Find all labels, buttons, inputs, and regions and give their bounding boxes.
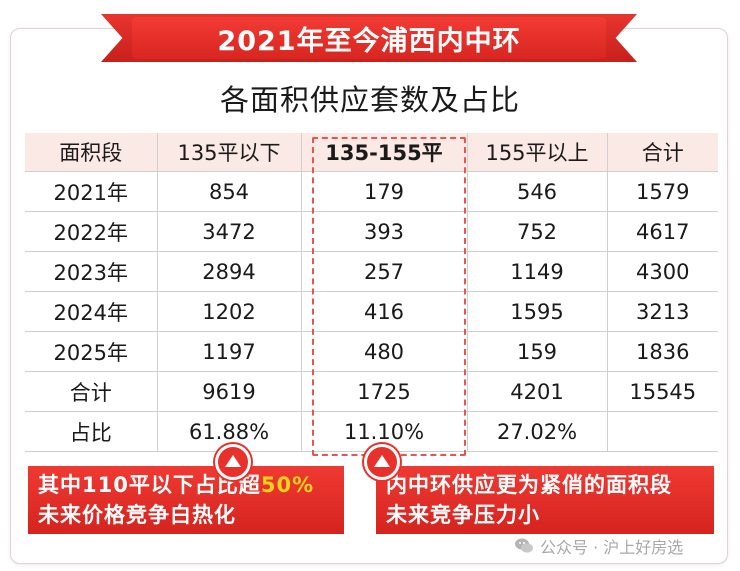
row-label: 2025年	[25, 331, 158, 372]
row-label: 2021年	[25, 171, 158, 212]
header-cell: 合计	[607, 133, 718, 172]
supply-table: 面积段 135平以下 135-155平 155平以上 合计 2021年 854 …	[25, 133, 718, 452]
table-row: 2025年 1197 480 159 1836	[25, 331, 718, 372]
table-cell: 3472	[157, 211, 302, 252]
table-cell-highlight: 179	[301, 171, 468, 212]
table-cell: 2894	[157, 251, 302, 292]
note-left-highlight: 50%	[260, 473, 315, 497]
table-cell: 1579	[607, 171, 718, 212]
watermark-text: 公众号 · 沪上好房选	[540, 538, 684, 557]
table-cell-highlight: 1725	[301, 371, 468, 412]
row-label: 合计	[25, 371, 158, 412]
table-row: 2024年 1202 416 1595 3213	[25, 291, 718, 332]
note-left-line2: 未来价格竞争白热化	[38, 503, 236, 527]
note-right-line2: 未来竞争压力小	[386, 503, 540, 527]
page-subtitle: 各面积供应套数及占比	[219, 83, 520, 117]
table-cell: 546	[467, 171, 608, 212]
table-cell-highlight: 416	[301, 291, 468, 332]
row-label: 2023年	[25, 251, 158, 292]
row-label: 2024年	[25, 291, 158, 332]
banner-title: 2021年至今浦西内中环	[132, 17, 606, 59]
table-cell-highlight: 480	[301, 331, 468, 372]
note-left: 其中110平以下占比超50% 未来价格竞争白热化	[28, 466, 344, 534]
table-cell: 1197	[157, 331, 302, 372]
note-right-line1: 内中环供应更为紧俏的面积段	[386, 473, 672, 497]
table-row: 2022年 3472 393 752 4617	[25, 211, 718, 252]
wechat-icon	[514, 536, 534, 556]
header-cell: 135平以下	[157, 133, 302, 172]
table-cell	[607, 411, 718, 452]
header-cell-highlight: 135-155平	[301, 133, 468, 172]
table-cell: 27.02%	[467, 411, 608, 452]
table-share-row: 占比 61.88% 11.10% 27.02%	[25, 411, 718, 452]
header-cell: 155平以上	[467, 133, 608, 172]
table-cell: 9619	[157, 371, 302, 412]
table-header-row: 面积段 135平以下 135-155平 155平以上 合计	[25, 133, 718, 172]
table-cell: 1149	[467, 251, 608, 292]
header-cell: 面积段	[25, 133, 158, 172]
row-label: 2022年	[25, 211, 158, 252]
note-right: 内中环供应更为紧俏的面积段 未来竞争压力小	[376, 466, 714, 534]
up-arrow-icon	[215, 444, 251, 480]
table-total-row: 合计 9619 1725 4201 15545	[25, 371, 718, 412]
table-cell: 159	[467, 331, 608, 372]
table-cell: 15545	[607, 371, 718, 412]
table-row: 2023年 2894 257 1149 4300	[25, 251, 718, 292]
table-cell: 4300	[607, 251, 718, 292]
up-arrow-icon	[364, 444, 400, 480]
table-cell: 1595	[467, 291, 608, 332]
table-cell-highlight: 257	[301, 251, 468, 292]
table-cell: 4617	[607, 211, 718, 252]
table-cell: 1836	[607, 331, 718, 372]
table-cell: 752	[467, 211, 608, 252]
watermark: 公众号 · 沪上好房选	[514, 534, 683, 558]
table-cell-highlight: 393	[301, 211, 468, 252]
note-left-line1: 其中110平以下占比超50%	[38, 470, 344, 500]
table-cell: 3213	[607, 291, 718, 332]
table-row: 2021年 854 179 546 1579	[25, 171, 718, 212]
table-cell: 4201	[467, 371, 608, 412]
table-cell: 854	[157, 171, 302, 212]
table-cell: 1202	[157, 291, 302, 332]
row-label: 占比	[25, 411, 158, 452]
